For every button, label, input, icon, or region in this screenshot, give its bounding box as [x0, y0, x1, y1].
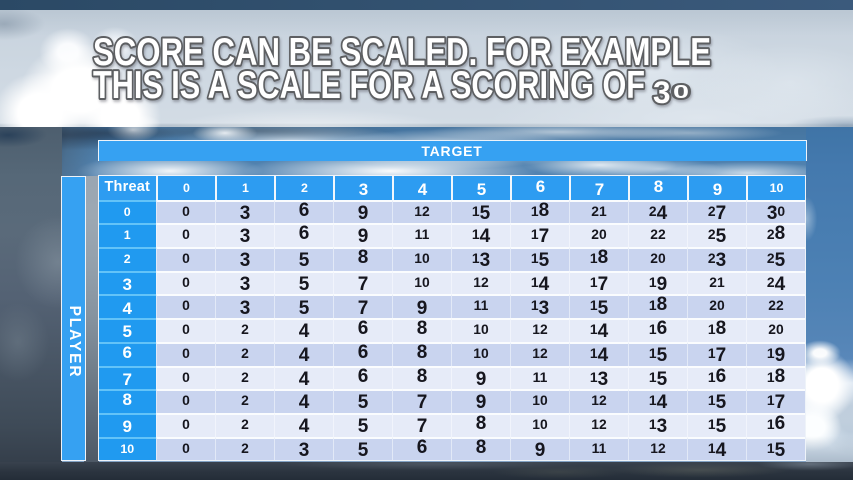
svg-text:0: 0	[673, 81, 689, 102]
svg-text:SCORE CAN BE SCALED. FOR EXAMP: SCORE CAN BE SCALED. FOR EXAMPLE	[93, 31, 711, 74]
svg-text:THIS IS A SCALE FOR A SCORING: THIS IS A SCALE FOR A SCORING OF	[93, 64, 645, 107]
svg-text:3: 3	[653, 74, 671, 110]
